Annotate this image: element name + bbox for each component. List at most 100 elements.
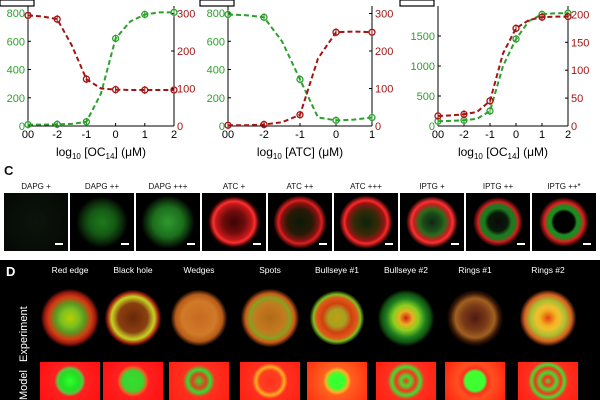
pattern-label: Wedges [183,265,215,275]
colony-image [466,193,530,251]
data-point [486,107,494,115]
condition-label: ATC + [222,182,246,191]
x-tick-label: -2 [459,129,469,141]
pattern-label: Rings #1 [458,265,492,275]
experiment-pattern-image [305,281,369,355]
data-point [82,118,91,126]
x-tick-label: 00 [222,129,234,141]
colony-image [70,193,134,251]
x-tick-label: -2 [259,129,269,141]
y-right-tick-label: 200 [177,46,195,58]
model-pattern-image [169,362,229,400]
experiment-pattern-image [38,281,102,355]
x-tick-label: -1 [295,129,305,141]
data-point [24,11,32,20]
scale-bar [253,243,261,245]
data-point [512,24,520,32]
data-point [368,28,376,36]
y-right-tick-label: 100 [571,65,589,77]
x-tick-label: 1 [142,129,148,141]
colony-image [4,193,68,251]
experiment-pattern-image [374,281,438,355]
y-right-tick-label: 200 [375,46,393,58]
y-left-tick-label: 1000 [411,61,435,73]
colony-image [268,193,332,251]
data-point [82,75,91,83]
data-point [512,35,520,43]
x-axis-label: log10 [OC14] (μM) [458,145,548,161]
x-tick-label: 00 [22,129,34,141]
data-point [564,12,572,21]
y-left-tick-label: 200 [7,93,25,105]
y-right-tick-label: 300 [177,9,195,21]
scale-bar [121,243,129,245]
scale-bar [319,243,327,245]
y-left-tick-label: 400 [7,65,25,77]
data-point [368,113,376,122]
data-point [260,13,268,21]
data-point [53,120,61,128]
x-axis-label: log10 [ATC] (μM) [257,145,343,161]
data-point [332,116,340,125]
condition-label: ATC +++ [350,182,382,191]
panel-header-box-3 [399,0,435,7]
y-right-tick-label: 100 [177,84,195,96]
panel-header-box-2 [199,0,235,7]
model-pattern-image [445,362,505,400]
colony-image [136,193,200,251]
row-label-experiment: Experiment [18,306,30,362]
colony-image [532,193,596,251]
x-tick-label: 0 [113,129,119,141]
y-left-tick-label: 500 [417,91,435,103]
y-right-tick-label: 0 [177,121,183,133]
data-point [296,75,304,84]
condition-label: ATC ++ [286,182,314,191]
y-left-tick-label: 200 [207,93,225,105]
y-right-tick-label: 150 [571,37,589,49]
data-point [141,86,149,94]
condition-label: IPTG ++* [547,182,581,191]
model-pattern-image [103,362,163,400]
pattern-label: Spots [259,265,281,275]
x-tick-label: -2 [52,129,62,141]
x-tick-label: -1 [82,129,92,141]
y-right-tick-label: 200 [571,9,589,21]
x-tick-label: 2 [171,129,177,141]
x-tick-label: 0 [513,129,519,141]
condition-label: DAPG ++ [84,182,120,191]
scale-bar [583,243,591,245]
experiment-pattern-image [516,281,580,355]
panel-d-letter: D [6,264,16,279]
pattern-label: Bullseye #2 [384,265,428,275]
data-point [111,85,120,94]
series-line [437,15,568,117]
data-point [224,121,232,129]
x-tick-label: 0 [333,129,339,141]
experiment-pattern-image [443,281,507,355]
y-left-tick-label: 600 [7,36,25,48]
pattern-label: Rings #2 [531,265,565,275]
scale-bar [517,243,525,245]
data-point [141,10,149,19]
data-point [170,8,178,17]
y-right-tick-label: 100 [375,84,393,96]
data-point [224,10,232,19]
row-label-model: Model [18,370,30,400]
data-point [460,110,468,118]
y-left-tick-label: 1500 [411,31,435,43]
x-tick-label: 00 [432,129,444,141]
data-point [486,97,494,105]
data-point [260,120,268,129]
y-left-tick-label: 400 [207,65,225,77]
data-point [24,120,32,129]
x-tick-label: 1 [369,129,375,141]
x-tick-label: 1 [539,129,545,141]
series-line [28,11,174,126]
pattern-label: Black hole [113,265,153,275]
y-left-tick-label: 800 [7,8,25,20]
x-tick-label: -1 [485,129,495,141]
